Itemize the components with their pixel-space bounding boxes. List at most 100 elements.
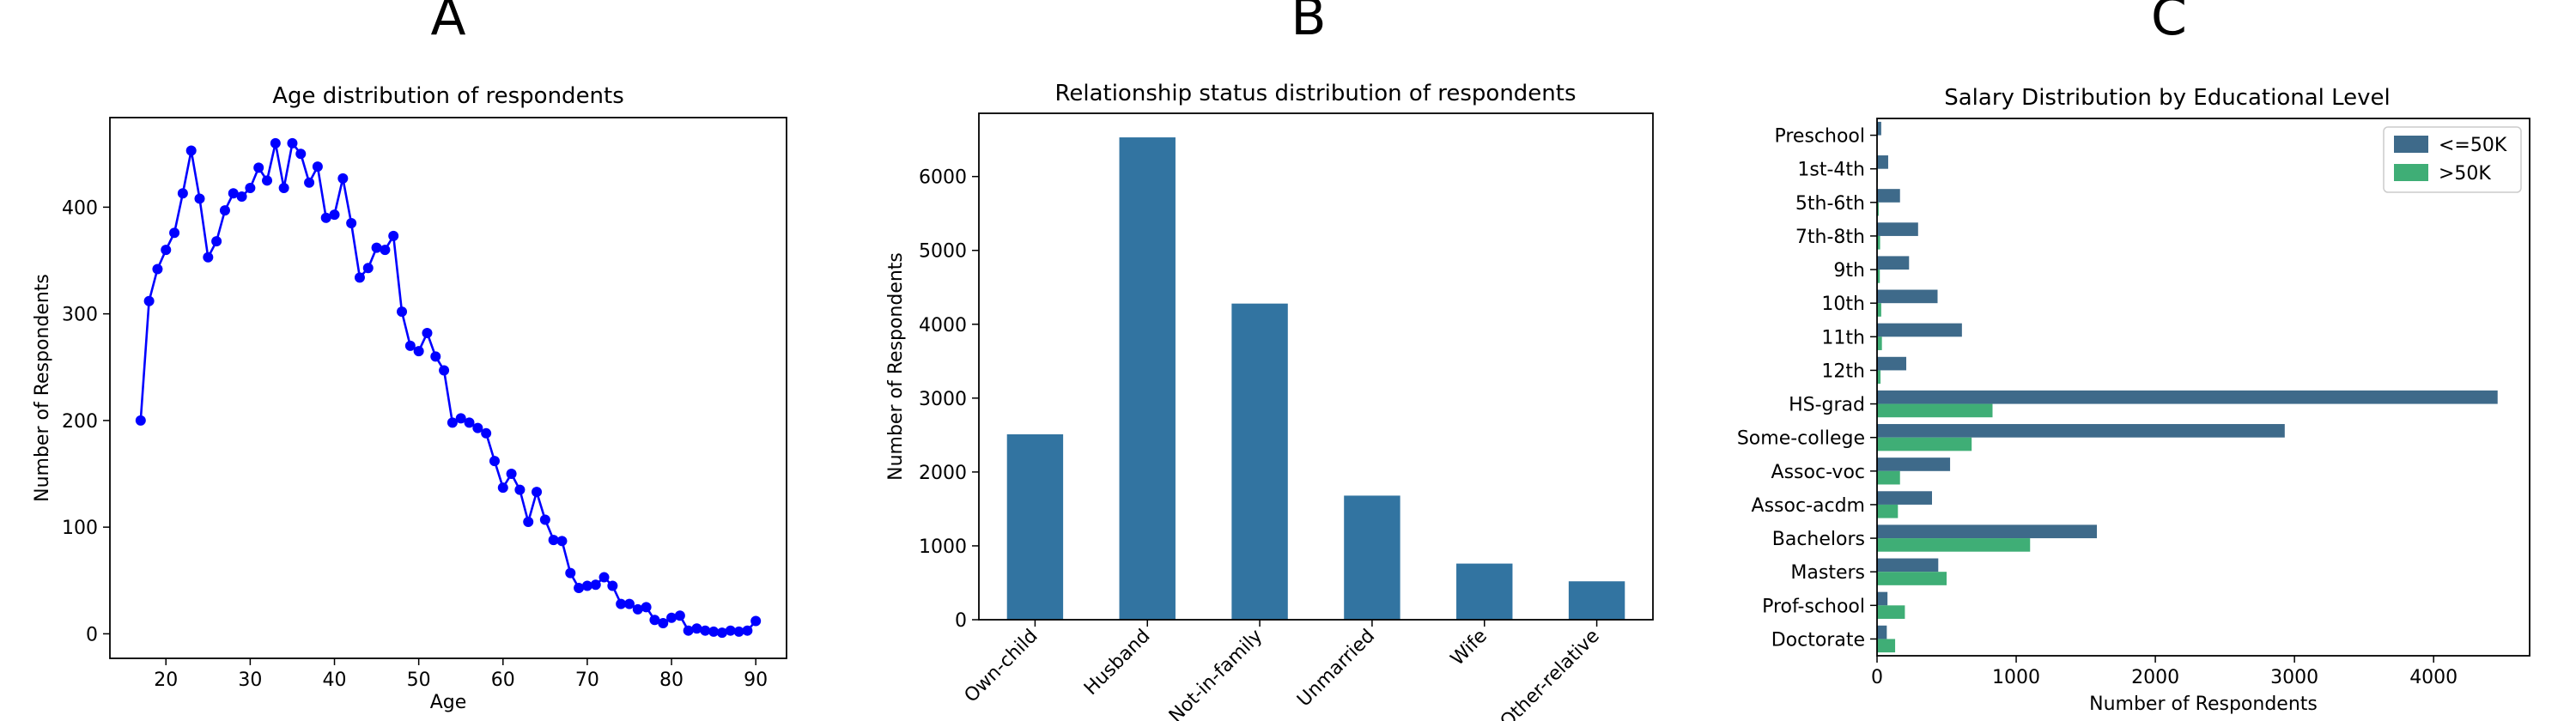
age-chart: Age distribution of respondents 20 30 40 50…: [32, 83, 787, 713]
age-point: [708, 626, 720, 637]
age-point: [422, 328, 433, 339]
relationship-xtick-label: Own-child: [961, 626, 1042, 707]
salary-bar-gt50k: [1877, 235, 1880, 250]
relationship-bar: [1119, 137, 1176, 620]
salary-legend-label: <=50K: [2439, 135, 2507, 156]
age-point: [666, 612, 677, 623]
salary-ytick-label: Preschool: [1774, 126, 1865, 148]
age-point: [346, 218, 357, 229]
age-point: [329, 209, 340, 221]
age-xtick-label: 70: [575, 670, 599, 691]
age-point: [581, 580, 592, 591]
salary-bar-le50k: [1877, 289, 1938, 304]
salary-ytick-label: Masters: [1790, 562, 1865, 584]
age-point: [472, 422, 483, 433]
age-point: [362, 263, 374, 274]
relationship-bar: [1568, 581, 1625, 620]
age-point: [733, 626, 744, 637]
age-ytick-label: 300: [62, 305, 98, 326]
salary-ytick-label: Bachelors: [1772, 529, 1865, 550]
salary-bar-le50k: [1877, 356, 1907, 371]
age-point: [413, 346, 424, 357]
salary-ytick-label: 5th-6th: [1795, 193, 1865, 215]
salary-xtick-label: 2000: [2131, 667, 2179, 688]
age-point: [219, 205, 230, 216]
age-point: [464, 417, 475, 428]
salary-bar-le50k: [1877, 121, 1881, 136]
salary-chart-frame: [1876, 118, 2530, 657]
age-point: [598, 572, 610, 583]
age-point: [623, 598, 635, 609]
age-point: [169, 227, 180, 239]
salary-legend-swatch: [2394, 164, 2428, 181]
age-point: [481, 427, 492, 439]
age-point: [135, 415, 146, 426]
relationship-bar: [1344, 495, 1400, 620]
salary-chart: Salary Distribution by Educational Level…: [1737, 85, 2530, 715]
salary-chart-ticks: 0 1000 2000 3000 4000 Preschool 1st-4th 5th-6th…: [1737, 126, 2458, 688]
salary-bar-gt50k: [1877, 605, 1905, 619]
age-point: [716, 627, 727, 639]
relationship-xtick-label: Wife: [1447, 626, 1492, 670]
age-point: [320, 212, 331, 223]
age-point: [211, 236, 222, 247]
salary-bar-gt50k: [1877, 639, 1896, 653]
relationship-bar: [1006, 433, 1064, 620]
salary-ytick-label: 7th-8th: [1795, 227, 1865, 248]
age-point: [388, 230, 399, 241]
age-point: [532, 487, 543, 498]
age-point: [295, 148, 307, 160]
age-chart-frame: [109, 117, 787, 659]
age-xtick-label: 80: [659, 670, 683, 691]
age-point: [489, 456, 500, 467]
age-point: [556, 536, 568, 547]
age-point: [750, 615, 762, 627]
relationship-ytick-label: 6000: [919, 167, 967, 189]
age-point: [430, 351, 441, 362]
salary-chart-legend: <=50K >50K: [2383, 126, 2522, 193]
age-point: [354, 272, 365, 283]
relationship-bar: [1231, 303, 1288, 620]
age-point: [203, 251, 214, 263]
salary-bar-gt50k: [1877, 504, 1899, 518]
age-point: [447, 417, 458, 428]
age-point: [590, 579, 601, 591]
relationship-chart-plot: [1006, 137, 1625, 620]
age-chart-ticks: 20 30 40 50 60 70 80 90 0 100 200 300 400: [62, 197, 768, 691]
age-point: [565, 567, 576, 579]
panel-letter-c: C: [2151, 0, 2187, 47]
relationship-xtick-label: Other-relative: [1497, 626, 1604, 721]
age-point: [658, 617, 669, 628]
age-point: [371, 242, 382, 253]
relationship-ytick-label: 3000: [919, 389, 967, 410]
relationship-ytick-label: 4000: [919, 315, 967, 336]
relationship-bar: [1456, 563, 1513, 620]
salary-bar-gt50k: [1877, 437, 1972, 451]
relationship-xtick-label: Husband: [1080, 626, 1154, 700]
age-point: [161, 245, 172, 256]
salary-chart-xlabel: Number of Respondents: [2089, 694, 2318, 715]
age-point: [548, 535, 559, 546]
age-point: [312, 161, 323, 173]
age-line: [139, 140, 757, 634]
salary-ytick-label: 10th: [1821, 294, 1865, 315]
salary-bar-gt50k: [1877, 270, 1880, 283]
salary-bar-le50k: [1877, 491, 1933, 505]
salary-bar-le50k: [1877, 155, 1888, 169]
age-point: [194, 193, 205, 204]
age-point: [439, 365, 450, 376]
relationship-xtick-label: Not-in-family: [1165, 626, 1267, 721]
salary-bar-le50k: [1877, 591, 1888, 606]
age-point: [632, 603, 643, 615]
age-point: [691, 623, 702, 634]
salary-ytick-label: 1st-4th: [1797, 160, 1865, 181]
relationship-chart-frame: [978, 112, 1654, 621]
age-point: [616, 598, 627, 609]
age-xtick-label: 60: [491, 670, 515, 691]
salary-bar-le50k: [1877, 323, 1962, 337]
age-point: [287, 137, 298, 148]
age-point: [177, 188, 188, 199]
age-point: [253, 162, 264, 173]
relationship-chart-title: Relationship status distribution of resp…: [1054, 81, 1576, 106]
age-point: [455, 413, 466, 424]
